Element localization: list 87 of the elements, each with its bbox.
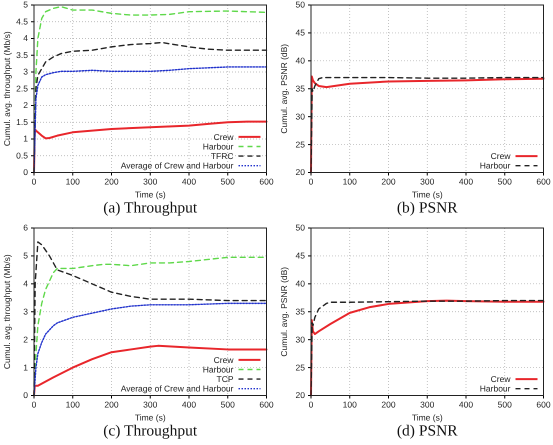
x-tick-label: 400 <box>458 399 473 410</box>
text: (b) PSNR <box>396 200 458 216</box>
y-tick-label: 6 <box>23 222 28 232</box>
legend-label: Average of Crew and Harbour <box>120 383 234 394</box>
y-axis-title: Cumul. avg. throughput (Mb/s) <box>2 254 12 369</box>
y-tick-label: 25 <box>295 139 305 150</box>
y-tick-label: 20 <box>295 167 305 178</box>
y-tick-label: 45 <box>295 250 305 260</box>
y-tick-label: 2 <box>23 100 28 110</box>
y-tick-label: 3 <box>23 66 28 77</box>
x-tick-label: 300 <box>143 176 158 187</box>
y-tick-label: 2.5 <box>16 83 28 94</box>
y-tick-label: 40 <box>295 56 305 66</box>
x-tick-label: 200 <box>380 176 396 187</box>
y-axis-title: Cumul. avg. throughput (Mb/s) <box>2 31 12 146</box>
x-tick-label: 300 <box>420 176 434 187</box>
y-tick-label: 30 <box>295 111 305 122</box>
y-tick-label: 40 <box>295 278 305 288</box>
legend-label: Crew <box>214 354 234 364</box>
x-tick-label: 600 <box>536 399 550 410</box>
legend-label: Harbour <box>479 160 510 171</box>
y-tick-label: 4 <box>23 33 28 44</box>
x-tick-label: 100 <box>66 399 80 410</box>
y-tick-label: 1 <box>23 362 28 372</box>
y-tick-label: 35 <box>295 83 305 94</box>
legend-label: TCP <box>216 374 234 384</box>
y-tick-label: 20 <box>295 390 305 400</box>
y-tick-label: 1.5 <box>16 116 28 127</box>
x-tick-label: 500 <box>220 399 236 410</box>
x-tick-label: 200 <box>104 399 119 410</box>
legend-label: Harbour <box>202 364 234 374</box>
text: (c) Throughput <box>103 422 198 439</box>
x-tick-label: 100 <box>66 176 80 187</box>
line-series <box>33 344 268 396</box>
x-tick-label: 400 <box>182 399 196 410</box>
x-tick-label: 500 <box>497 176 512 187</box>
y-tick-label: 25 <box>295 362 305 372</box>
y-tick-label: 1 <box>23 134 28 144</box>
y-tick-label: 4 <box>23 278 28 288</box>
y-tick-label: 0.5 <box>16 150 28 160</box>
x-tick-label: 500 <box>497 399 512 410</box>
x-tick-label: 200 <box>380 399 396 410</box>
x-tick-label: 600 <box>259 399 274 410</box>
x-tick-label: 100 <box>342 176 357 187</box>
y-tick-label: 2 <box>23 334 28 344</box>
x-axis-title: Time (s) <box>411 190 442 200</box>
x-tick-label: 0 <box>32 176 37 187</box>
y-tick-label: 3.5 <box>16 50 28 60</box>
x-axis-title: Time (s) <box>411 412 442 422</box>
x-tick-label: 0 <box>32 399 37 410</box>
y-axis-title: Cumul. avg. PSNR (dB) <box>278 266 288 356</box>
x-tick-label: 500 <box>220 176 236 187</box>
legend-label: Harbour <box>479 383 510 394</box>
x-tick-label: 200 <box>104 176 119 187</box>
x-axis-title: Time (s) <box>134 190 166 200</box>
line-series <box>33 120 268 174</box>
line-series <box>33 302 268 396</box>
legend-label: Crew <box>214 132 234 142</box>
y-tick-label: 3 <box>23 306 28 316</box>
x-tick-label: 600 <box>536 176 550 187</box>
x-tick-label: 400 <box>458 176 473 187</box>
y-tick-label: 50 <box>295 0 305 10</box>
y-tick-label: 0 <box>23 390 28 400</box>
y-tick-label: 0 <box>23 167 28 178</box>
x-tick-label: 300 <box>420 399 434 410</box>
x-tick-label: 100 <box>342 399 357 410</box>
text: (a) Throughput <box>103 200 198 216</box>
x-tick-label: 600 <box>259 176 274 187</box>
y-tick-label: 50 <box>295 222 305 232</box>
legend-label: Harbour <box>202 142 234 152</box>
y-axis-title: Cumul. avg. PSNR (dB) <box>278 44 288 134</box>
x-tick-label: 400 <box>182 176 196 187</box>
x-tick-label: 0 <box>308 176 314 187</box>
x-axis-title: Time (s) <box>134 412 166 422</box>
y-tick-label: 30 <box>295 334 305 344</box>
text: (d) PSNR <box>396 422 458 439</box>
y-tick-label: 45 <box>295 28 305 38</box>
y-tick-label: 5 <box>23 0 28 10</box>
legend-label: TFRC <box>210 151 234 162</box>
legend-label: Crew <box>490 151 511 162</box>
y-tick-label: 5 <box>23 250 28 260</box>
legend-label: Average of Crew and Harbour <box>120 160 234 171</box>
y-tick-label: 4.5 <box>16 16 28 26</box>
y-tick-label: 35 <box>295 306 305 316</box>
x-tick-label: 300 <box>143 399 158 410</box>
x-tick-label: 0 <box>308 399 314 410</box>
legend-label: Crew <box>490 374 511 384</box>
